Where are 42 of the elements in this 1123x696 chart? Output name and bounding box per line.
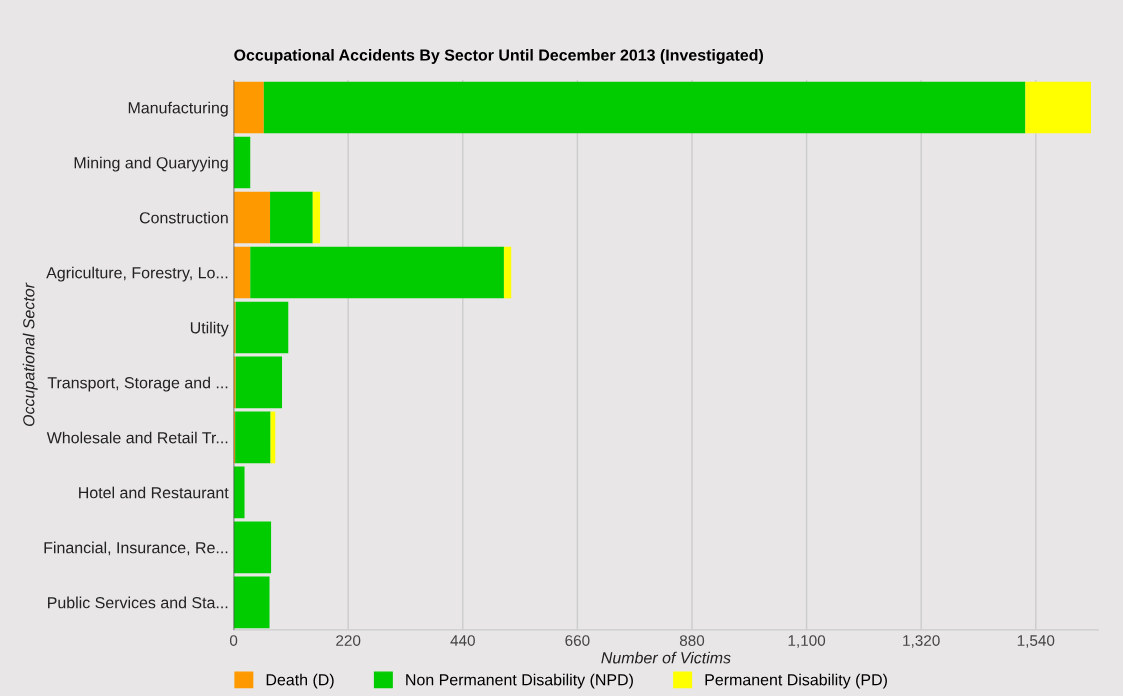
bar [233,576,270,629]
bar [312,191,321,244]
legend-label: Death (D) [266,673,334,689]
y-tick-label: Manufacturing [128,101,228,117]
bar [1025,81,1091,134]
x-axis-title: Number of Victims [601,651,731,664]
x-tick-label: 1,320 [903,635,940,648]
bar [235,301,289,354]
y-tick-label: Transport, Storage and ... [47,376,228,392]
y-tick-label: Agriculture, Forestry, Lo... [46,266,228,282]
y-tick-label: Financial, Insurance, Re... [44,541,228,556]
y-tick-label: Mining and Quaryying [74,156,228,172]
y-tick-label: Hotel and Restaurant [79,486,229,499]
x-tick-label: 440 [450,635,475,646]
bar [503,246,512,299]
bar [233,466,245,519]
bar [270,191,313,244]
bar [235,356,283,409]
bar [233,301,236,354]
x-tick-label: 660 [565,635,590,646]
legend-label: Permanent Disability (PD) [705,673,887,689]
y-tick-label: Construction [139,211,228,224]
x-tick-label: 880 [679,635,705,646]
bar [233,521,272,574]
chart-title: Occupational Accidents By Sector Until December 2013 (Investigated) [234,49,763,64]
y-tick-label: Wholesale and Retail Tr... [46,431,228,444]
bar [233,246,251,299]
x-tick-label: 1,100 [788,635,826,648]
x-tick-label: 220 [336,635,361,646]
bar [233,81,264,134]
bar [233,191,271,244]
bar [233,356,236,409]
y-axis-title: Occupational Sector [22,282,38,426]
y-tick-label: Utility [190,321,229,337]
x-tick-label: 1,540 [1017,635,1055,648]
bar [250,246,504,299]
x-tick-label: 0 [229,635,238,646]
bar [233,136,251,189]
bar [235,411,271,464]
bar [263,81,1026,134]
y-tick-label: Public Services and Sta... [48,596,228,609]
legend-label: Non Permanent Disability (NPD) [406,673,633,689]
